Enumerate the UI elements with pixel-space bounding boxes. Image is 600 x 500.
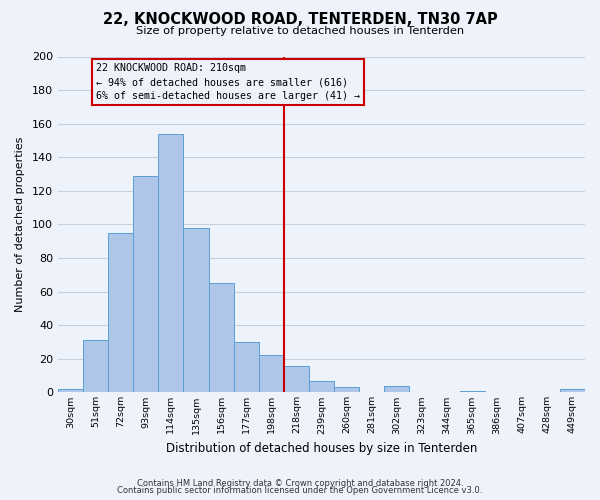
- X-axis label: Distribution of detached houses by size in Tenterden: Distribution of detached houses by size …: [166, 442, 477, 455]
- Bar: [334, 388, 359, 392]
- Text: Contains public sector information licensed under the Open Government Licence v3: Contains public sector information licen…: [118, 486, 482, 495]
- Bar: [209, 283, 233, 393]
- Bar: [158, 134, 184, 392]
- Bar: [309, 380, 334, 392]
- Bar: [83, 340, 108, 392]
- Bar: [460, 390, 485, 392]
- Text: Contains HM Land Registry data © Crown copyright and database right 2024.: Contains HM Land Registry data © Crown c…: [137, 478, 463, 488]
- Bar: [133, 176, 158, 392]
- Text: Size of property relative to detached houses in Tenterden: Size of property relative to detached ho…: [136, 26, 464, 36]
- Bar: [184, 228, 209, 392]
- Text: 22, KNOCKWOOD ROAD, TENTERDEN, TN30 7AP: 22, KNOCKWOOD ROAD, TENTERDEN, TN30 7AP: [103, 12, 497, 28]
- Bar: [108, 233, 133, 392]
- Bar: [560, 389, 585, 392]
- Text: 22 KNOCKWOOD ROAD: 210sqm
← 94% of detached houses are smaller (616)
6% of semi-: 22 KNOCKWOOD ROAD: 210sqm ← 94% of detac…: [95, 63, 359, 101]
- Y-axis label: Number of detached properties: Number of detached properties: [15, 137, 25, 312]
- Bar: [284, 366, 309, 392]
- Bar: [233, 342, 259, 392]
- Bar: [384, 386, 409, 392]
- Bar: [259, 356, 284, 393]
- Bar: [58, 389, 83, 392]
